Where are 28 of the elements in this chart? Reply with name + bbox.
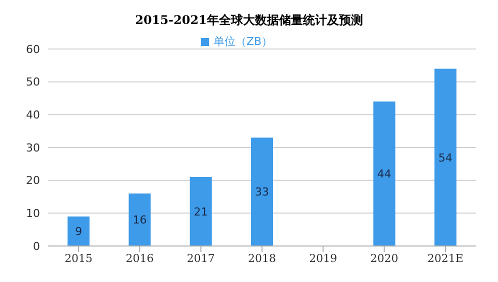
x-tick-label: 2017	[186, 252, 215, 265]
bar	[434, 68, 456, 246]
text: 9	[75, 225, 82, 238]
chart-title: 2015-2021年全球大数据储量统计及预测	[134, 12, 364, 29]
y-tick-label: 50	[26, 76, 40, 89]
y-tick-label: 20	[26, 174, 40, 188]
y-tick-label: 60	[26, 42, 40, 56]
bar	[373, 102, 396, 246]
text: 33	[254, 186, 269, 199]
y-tick-label: 0	[33, 240, 40, 253]
x-tick-label: 2020	[370, 252, 398, 265]
text: 21	[194, 205, 208, 218]
bar	[190, 177, 212, 246]
bar	[250, 138, 273, 246]
y-tick-label: 30	[26, 141, 40, 154]
bar	[128, 193, 151, 246]
x-tick-label: 2016	[126, 252, 154, 265]
text: 54	[438, 151, 452, 164]
text: 16	[132, 214, 147, 227]
y-tick-label: 10	[26, 207, 40, 220]
legend-label: 单位（ZB）	[213, 35, 273, 48]
x-tick-label: 2018	[248, 252, 276, 265]
y-tick-label: 40	[26, 108, 40, 122]
bar	[68, 216, 90, 246]
x-tick-label: 2019	[309, 252, 338, 265]
x-tick-label: 2015	[64, 252, 93, 265]
text: 44	[377, 168, 392, 181]
x-tick-label: 2021E	[427, 252, 464, 265]
